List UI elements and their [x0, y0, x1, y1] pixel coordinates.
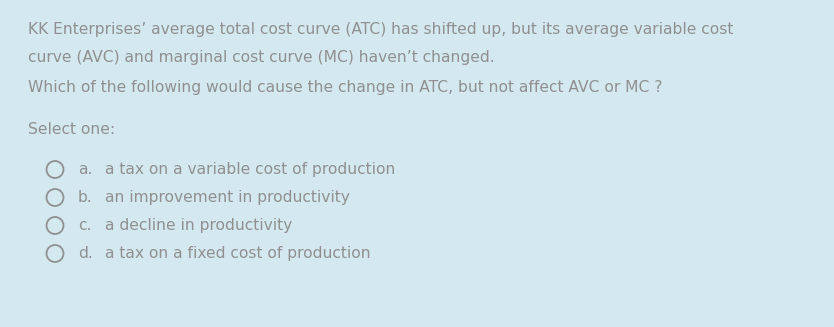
- Text: c.: c.: [78, 218, 92, 233]
- Text: a tax on a variable cost of production: a tax on a variable cost of production: [105, 162, 395, 177]
- Text: a.: a.: [78, 162, 93, 177]
- Text: KK Enterprises’ average total cost curve (ATC) has shifted up, but its average v: KK Enterprises’ average total cost curve…: [28, 22, 733, 37]
- Text: a decline in productivity: a decline in productivity: [105, 218, 292, 233]
- Text: a tax on a fixed cost of production: a tax on a fixed cost of production: [105, 246, 370, 261]
- Text: d.: d.: [78, 246, 93, 261]
- Text: b.: b.: [78, 190, 93, 205]
- Text: Select one:: Select one:: [28, 122, 115, 137]
- Text: an improvement in productivity: an improvement in productivity: [105, 190, 350, 205]
- Text: curve (AVC) and marginal cost curve (MC) haven’t changed.: curve (AVC) and marginal cost curve (MC)…: [28, 50, 495, 65]
- Text: Which of the following would cause the change in ATC, but not affect AVC or MC ?: Which of the following would cause the c…: [28, 80, 662, 95]
